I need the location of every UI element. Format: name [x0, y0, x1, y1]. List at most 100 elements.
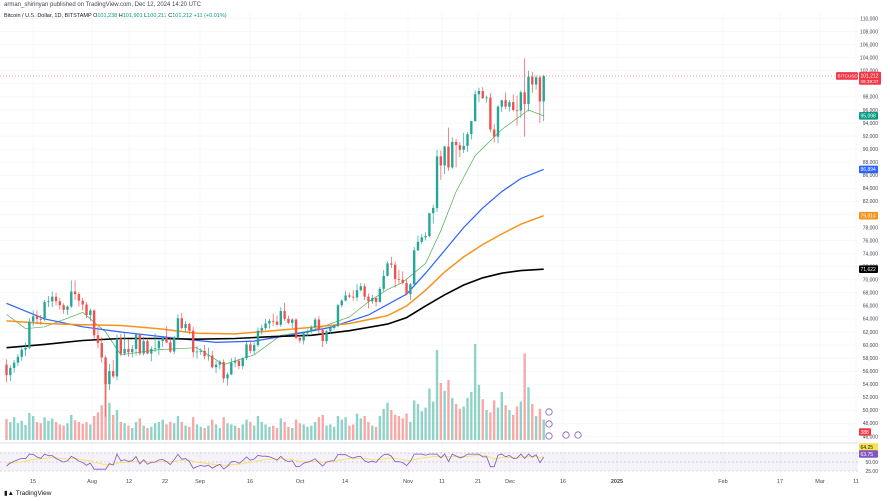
volume-bar [355, 413, 359, 440]
volume-bar [245, 419, 248, 440]
candle-body [515, 109, 519, 111]
time-tick-label: Aug [87, 479, 97, 485]
price-tick-label: 110,000 [860, 16, 878, 22]
time-tick-label: 17 [777, 479, 783, 485]
candle-body [28, 321, 31, 348]
candle [302, 331, 305, 345]
volume-bar [336, 416, 340, 440]
volume-bar [28, 413, 31, 440]
ma-long-marker-text: 79,814 [861, 213, 877, 219]
candle-body [256, 330, 260, 346]
candle-body [367, 296, 370, 302]
candle [20, 347, 23, 361]
candle [454, 138, 458, 168]
candle [142, 336, 145, 356]
event-marker-icon [545, 408, 553, 416]
candle-body [412, 250, 416, 285]
candle-body [195, 351, 199, 353]
rsi-ma-marker-bg [859, 443, 878, 451]
volume-bar [382, 408, 385, 440]
candle [519, 90, 523, 118]
volume-bar [252, 425, 256, 440]
tradingview-logo-icon: ▮▲ [4, 490, 15, 497]
ohlc-low: L100,211 [144, 13, 167, 19]
candle [523, 58, 526, 137]
price-axis: 110,000 108,000 106,000 104,000 102,000 98,00… [860, 16, 878, 474]
candle [374, 296, 378, 307]
volume-bar [169, 422, 172, 440]
candle [58, 298, 62, 310]
candle-body [538, 77, 542, 102]
volume-bar [283, 422, 286, 440]
candle-body [496, 106, 500, 137]
candle-body [104, 357, 107, 385]
candle [230, 358, 233, 376]
price-tick-label: 88,000 [863, 160, 879, 166]
candle [138, 333, 142, 356]
candle-body [237, 360, 241, 366]
volume-bar [5, 419, 8, 440]
ma-xlong-marker-bg [859, 265, 878, 273]
ma-long-marker-bg [859, 211, 878, 220]
volume-bar [268, 426, 271, 440]
candle [435, 149, 439, 212]
volume-bar [416, 404, 420, 440]
volume-bar [115, 410, 119, 440]
candle-body [203, 350, 206, 357]
candle-body [272, 320, 275, 322]
volume-bar [89, 424, 92, 440]
candle-body [47, 301, 50, 303]
candle [62, 303, 65, 314]
volume-bar [211, 419, 214, 440]
ma-xlong-marker-text: 71,622 [861, 267, 877, 273]
rsi-pane [0, 442, 858, 472]
volume-bar [428, 388, 431, 440]
volume-bar [477, 384, 481, 440]
volume-bar [70, 414, 73, 440]
candle [492, 124, 496, 143]
volume-bar [504, 405, 507, 440]
price-tick-label: 56,000 [863, 369, 879, 375]
candle-body [485, 97, 488, 99]
candle-body [447, 146, 450, 168]
ma-long-marker: 79,814 [859, 211, 878, 220]
rsi-marker: 63.75 [859, 450, 878, 458]
volume-bar [489, 412, 492, 440]
volume-bar [454, 404, 458, 440]
candle-body [352, 296, 355, 298]
volume-bar [393, 414, 397, 440]
time-tick-label: 11 [853, 479, 859, 485]
candle [462, 132, 465, 154]
volume-bar [188, 426, 191, 440]
candle [123, 332, 126, 356]
candle-body [409, 284, 412, 295]
candle [24, 342, 27, 357]
candle-body [58, 301, 62, 306]
ma-mid-marker-text: 86,894 [861, 167, 877, 173]
candle-body [85, 304, 88, 316]
volume-bar [275, 428, 279, 440]
candle-body [249, 344, 252, 351]
candle [89, 308, 92, 321]
candle [473, 90, 477, 122]
candle [363, 283, 366, 300]
candle-body [298, 337, 302, 341]
candle-body [523, 92, 526, 105]
volume-bar [527, 387, 530, 440]
candle-body [24, 347, 27, 350]
candle [43, 299, 46, 321]
candle [161, 335, 164, 348]
symbol-name[interactable]: Bitcoin / U.S. Dollar, 1D, BITSTAMP [4, 13, 92, 19]
volume-bar [165, 424, 168, 440]
volume-bar [85, 422, 88, 440]
tradingview-logo[interactable]: ▮▲ TradingView [4, 489, 52, 497]
candle-body [348, 295, 351, 297]
volume-bar [66, 423, 69, 440]
price-tick-label: 104,000 [860, 56, 878, 62]
candle-body [416, 241, 420, 251]
candle [249, 340, 252, 354]
volume-bar [470, 392, 473, 440]
volume-bar [96, 412, 100, 440]
candle-body [291, 319, 294, 323]
